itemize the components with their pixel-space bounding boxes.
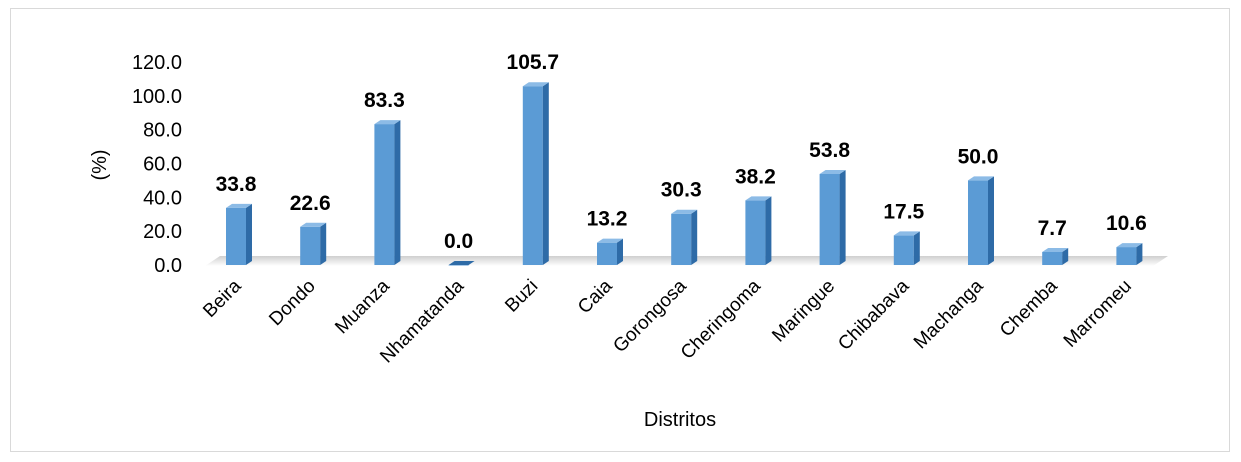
bar-front [671,213,692,265]
category-label: Chemba [996,275,1062,341]
bar [300,222,327,265]
data-label: 38.2 [735,165,776,188]
bar-top [1116,243,1143,248]
data-label: 33.8 [216,173,257,196]
bar-top [671,209,698,214]
data-label: 22.6 [290,192,331,215]
x-axis-title: Distritos [644,409,716,431]
bar-side [394,120,401,265]
bar [597,238,623,265]
bar [448,261,475,266]
bar-front [819,173,840,265]
bar-side [691,209,698,265]
bar [893,231,920,265]
bar [226,203,252,265]
data-label: 105.7 [507,51,560,74]
bar-side [913,231,920,265]
category-label: Machanga [910,275,988,353]
data-label: 50.0 [958,145,999,168]
bar [671,209,698,265]
bar-top [968,176,994,181]
bar-front [300,226,321,265]
bar-side [988,176,994,265]
bar-front [448,265,469,266]
y-axis-ticks: 0.0 20.0 40.0 60.0 80.0 100.0 120.0 [132,52,182,277]
y-axis-title: (%) [89,149,111,180]
data-label: 17.5 [883,200,924,223]
bar-front [893,235,914,265]
data-labels: 33.8 22.6 83.3 0.0 105.7 13.2 30.3 38.2 53.8 17.5… [216,51,1147,253]
category-label: Beira [199,275,246,322]
category-label: Maringue [768,276,839,347]
category-label: Muanza [331,275,394,338]
y-tick-label: 0.0 [154,255,182,277]
bar-top [226,203,252,208]
bar-front [968,180,988,265]
y-tick-label: 120.0 [132,52,182,74]
bar-side [765,196,772,265]
category-label: Buzi [501,276,542,317]
bar-side [839,169,846,265]
data-label: 30.3 [661,179,702,202]
data-label: 13.2 [587,208,628,231]
category-label: Dondo [265,276,319,330]
bar-top [893,231,920,236]
bar-top [522,82,549,87]
bar-side [320,222,327,265]
y-tick-label: 100.0 [132,86,182,108]
data-label: 53.8 [809,139,850,162]
bar [1042,247,1069,265]
bar-top [448,261,475,265]
bar [968,176,994,265]
category-label: Chibabava [834,275,913,354]
y-tick-label: 40.0 [143,187,182,209]
bar [819,169,846,265]
data-label: 83.3 [364,89,405,112]
bar-side [617,238,623,265]
bar-side [1062,247,1069,265]
bar [374,120,401,265]
category-label: Gorongosa [609,275,691,357]
y-tick-label: 60.0 [143,154,182,176]
bar-front [1042,251,1063,265]
bar-top [597,238,623,243]
category-label: Caia [574,275,617,318]
bar-front [374,124,395,265]
bar-front [1116,247,1137,265]
bar [522,82,549,266]
bar [1116,243,1143,265]
category-label: Cheringoma [677,275,765,363]
bar-side [542,82,549,266]
bar-front [226,207,246,265]
y-tick-label: 20.0 [143,221,182,243]
bar-top [819,169,846,174]
category-label: Marromeu [1060,276,1136,352]
bar-front [745,200,766,265]
bar-front [522,86,543,266]
data-label: 0.0 [444,230,473,253]
bar-side [246,203,252,265]
chart-frame [10,8,1230,452]
y-tick-label: 80.0 [143,120,182,142]
bar-top [300,222,327,227]
data-label: 7.7 [1038,217,1067,240]
bar-top [745,196,772,201]
data-label: 10.6 [1106,212,1147,235]
bar-top [1042,247,1069,252]
bar [745,196,772,265]
bars [226,82,1143,266]
bar-top [374,120,401,125]
bar-side [1136,243,1143,265]
bar-front [597,242,617,265]
